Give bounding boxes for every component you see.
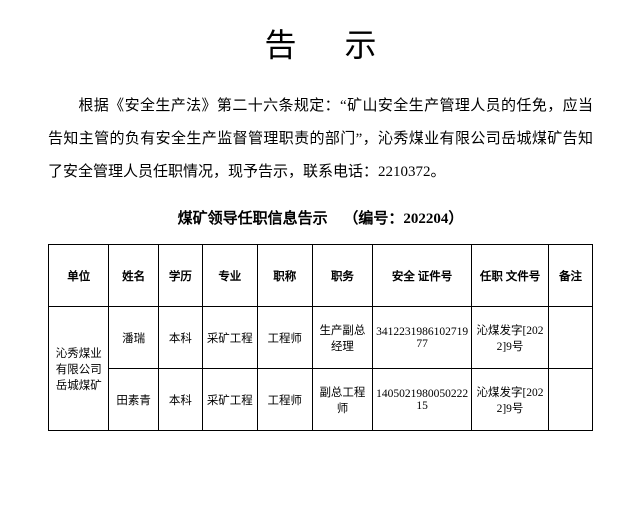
appointment-table: 单位 姓名 学历 专业 职称 职务 安全 证件号 任职 文件号 备注 沁秀煤业有…	[48, 244, 593, 431]
cell-cert: 14050219800502221​5	[373, 369, 472, 431]
table-row: 沁秀煤业有限公司岳城煤矿 潘瑞 本科 采矿工程 工程师 生产副总经理 34122…	[49, 307, 593, 369]
cell-doc: 沁煤发字[2022]9号	[472, 307, 549, 369]
body-paragraph: 根据《安全生产法》第二十六条规定：“矿山安全生产管理人员的任免，应当告知主管的负…	[48, 90, 593, 189]
cell-duty: 生产副总经理	[312, 307, 372, 369]
col-major: 专业	[202, 245, 257, 307]
table-number: （编号：202204）	[343, 211, 463, 227]
col-name: 姓名	[109, 245, 158, 307]
cell-duty: 副总工程师	[312, 369, 372, 431]
col-cert: 安全 证件号	[373, 245, 472, 307]
cell-major: 采矿工程	[202, 307, 257, 369]
col-edu: 学历	[158, 245, 202, 307]
table-caption: 煤矿领导任职信息告示	[178, 211, 328, 227]
cell-edu: 本科	[158, 369, 202, 431]
body-text: 根据《安全生产法》第二十六条规定：“矿山安全生产管理人员的任免，应当告知主管的负…	[48, 98, 593, 180]
cell-name: 潘瑞	[109, 307, 158, 369]
doc-title: 告示	[48, 20, 593, 66]
cell-doc: 沁煤发字[2022]9号	[472, 369, 549, 431]
cell-note	[548, 369, 592, 431]
cell-unit: 沁秀煤业有限公司岳城煤矿	[49, 307, 109, 431]
cell-edu: 本科	[158, 307, 202, 369]
cell-major: 采矿工程	[202, 369, 257, 431]
col-doc: 任职 文件号	[472, 245, 549, 307]
cell-title: 工程师	[257, 369, 312, 431]
table-caption-row: 煤矿领导任职信息告示 （编号：202204）	[48, 207, 593, 228]
table-row: 田素青 本科 采矿工程 工程师 副总工程师 14050219800502221​…	[49, 369, 593, 431]
cell-cert: 34122319861027197​7	[373, 307, 472, 369]
cell-name: 田素青	[109, 369, 158, 431]
table-header-row: 单位 姓名 学历 专业 职称 职务 安全 证件号 任职 文件号 备注	[49, 245, 593, 307]
cell-note	[548, 307, 592, 369]
col-title: 职称	[257, 245, 312, 307]
col-duty: 职务	[312, 245, 372, 307]
col-unit: 单位	[49, 245, 109, 307]
col-note: 备注	[548, 245, 592, 307]
cell-title: 工程师	[257, 307, 312, 369]
